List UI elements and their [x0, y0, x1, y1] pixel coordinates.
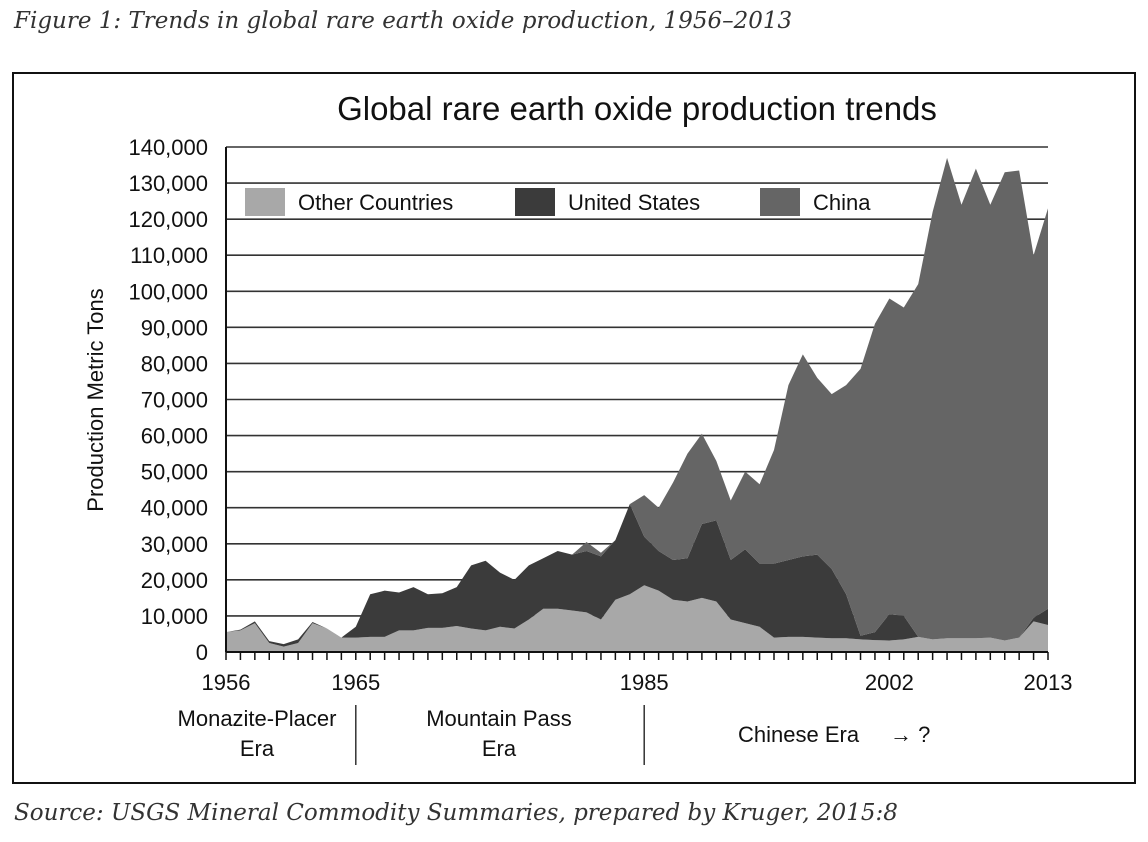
source-caption: Source: USGS Mineral Commodity Summaries… — [14, 800, 898, 826]
y-tick-label: 80,000 — [141, 351, 208, 376]
era-arrow-label: → ? — [890, 722, 930, 747]
y-tick-label: 20,000 — [141, 568, 208, 593]
y-tick-label: 10,000 — [141, 604, 208, 629]
era-label: Era — [482, 736, 517, 761]
figure-caption: Figure 1: Trends in global rare earth ox… — [14, 8, 793, 34]
legend-swatch — [515, 188, 555, 216]
y-tick-label: 50,000 — [141, 460, 208, 485]
y-tick-label: 120,000 — [128, 207, 208, 232]
legend-label: Other Countries — [298, 190, 453, 215]
y-tick-label: 110,000 — [130, 243, 208, 268]
x-tick-label: 2002 — [865, 670, 914, 695]
era-label: Monazite-Placer — [178, 706, 337, 731]
area-united-states — [226, 504, 1048, 647]
x-tick-label: 2013 — [1024, 670, 1073, 695]
x-tick-label: 1965 — [331, 670, 380, 695]
y-tick-label: 100,000 — [128, 279, 208, 304]
y-tick-label: 30,000 — [141, 532, 208, 557]
x-tick-label: 1956 — [202, 670, 251, 695]
y-axis-label: Production Metric Tons — [83, 288, 108, 511]
y-tick-label: 140,000 — [128, 135, 208, 160]
legend-label: United States — [568, 190, 700, 215]
legend-swatch — [760, 188, 800, 216]
legend-label: China — [813, 190, 871, 215]
legend-swatch — [245, 188, 285, 216]
y-tick-label: 0 — [196, 640, 208, 665]
era-label: Chinese Era — [738, 722, 860, 747]
y-tick-label: 70,000 — [141, 388, 208, 413]
y-tick-label: 40,000 — [141, 496, 208, 521]
y-tick-label: 60,000 — [141, 424, 208, 449]
area-other-countries — [226, 585, 1048, 652]
era-label: Era — [240, 736, 275, 761]
era-label: Mountain Pass — [426, 706, 572, 731]
y-tick-label: 90,000 — [141, 315, 208, 340]
y-tick-label: 130,000 — [128, 171, 208, 196]
x-tick-label: 1985 — [620, 670, 669, 695]
chart-title: Global rare earth oxide production trend… — [337, 90, 937, 127]
area-china — [226, 157, 1048, 645]
